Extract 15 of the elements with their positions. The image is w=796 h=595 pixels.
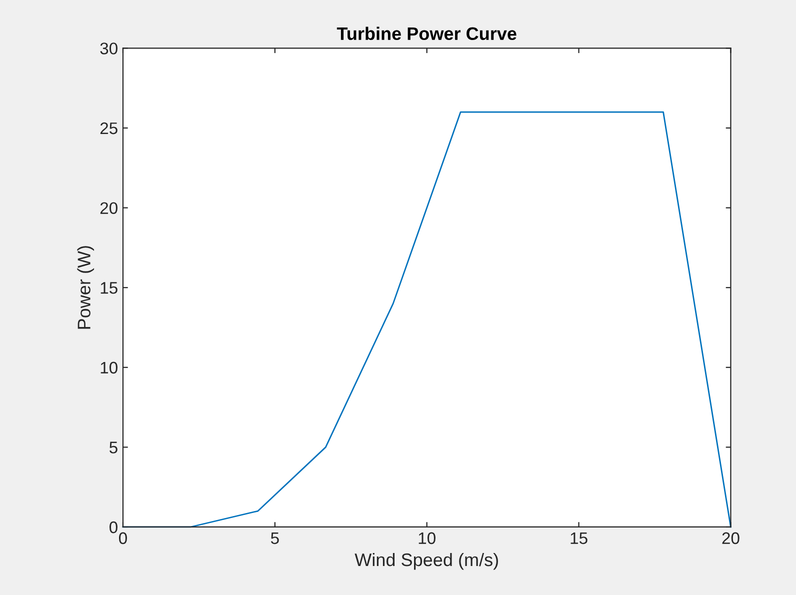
x-tick-label: 5 xyxy=(270,532,279,544)
y-tick-label: 20 xyxy=(100,202,118,214)
y-tick-label: 0 xyxy=(110,521,118,534)
x-tick-label: 10 xyxy=(418,532,436,544)
chart-title: Turbine Power Curve xyxy=(336,26,516,40)
y-tick-label: 5 xyxy=(110,442,118,454)
x-tick-label: 20 xyxy=(722,532,740,544)
y-tick-label: 10 xyxy=(100,362,118,374)
x-tick-label: 15 xyxy=(570,532,588,544)
y-tick-label: 15 xyxy=(100,282,118,294)
y-tick-label: 25 xyxy=(100,122,118,134)
y-tick-label: 30 xyxy=(100,42,118,54)
x-tick-label: 0 xyxy=(119,532,127,544)
y-axis-title: Power (W) xyxy=(77,246,94,329)
x-axis-title: Wind Speed (m/s) xyxy=(354,552,498,570)
